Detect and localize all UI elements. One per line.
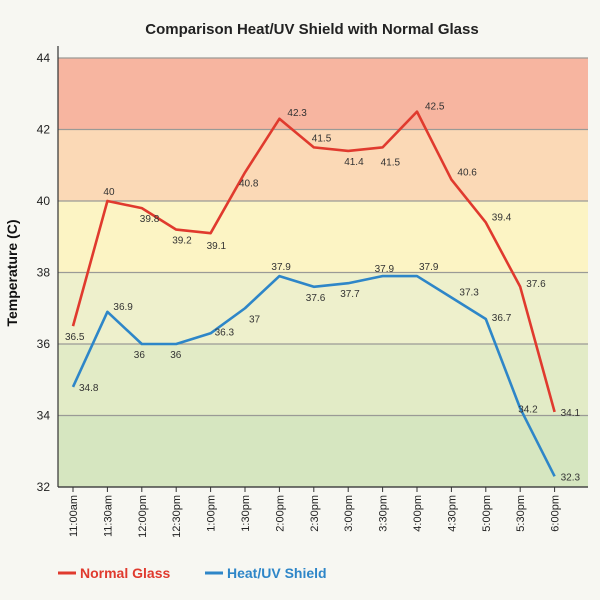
data-label: 39.8	[140, 214, 160, 225]
x-tick-label: 5:30pm	[515, 495, 527, 532]
data-label: 41.4	[344, 157, 364, 168]
axes	[57, 46, 588, 488]
data-label: 34.8	[79, 383, 99, 394]
x-tick-label: 2:00pm	[274, 495, 286, 532]
x-tick-label: 12:00pm	[137, 495, 149, 538]
band-5	[58, 415, 588, 487]
data-label: 32.3	[561, 472, 581, 483]
x-tick-label: 1:30pm	[240, 495, 252, 532]
y-tick-label: 32	[37, 480, 51, 494]
x-tick-label: 4:00pm	[412, 495, 424, 532]
data-label: 36	[170, 350, 182, 361]
data-label: 37.6	[526, 279, 546, 290]
data-label: 36.9	[113, 302, 133, 313]
x-tick-label: 11:00am	[68, 495, 80, 537]
data-labels: 36.5 40 39.8 39.2 39.1 40.8 42.3 41.5 41.4 41.5 42…	[65, 102, 581, 484]
data-label: 40.8	[239, 178, 259, 189]
y-tick-label: 34	[37, 409, 51, 423]
background-bands	[58, 58, 588, 487]
data-label: 36.3	[215, 327, 235, 338]
data-label: 34.2	[518, 404, 538, 415]
data-label: 40.6	[457, 168, 477, 179]
y-tick-label: 42	[37, 123, 51, 137]
y-axis-label: Temperature (C)	[4, 219, 20, 326]
data-label: 37.9	[375, 264, 395, 275]
series-line-0	[71, 110, 556, 413]
data-label: 36.7	[492, 313, 512, 324]
x-tick-label: 3:30pm	[378, 495, 390, 532]
x-tick-label: 2:30pm	[309, 495, 321, 532]
legend: Normal Glass Heat/UV Shield	[58, 565, 327, 581]
data-label: 39.4	[492, 212, 512, 223]
band-2	[58, 201, 588, 273]
series-line-1	[71, 274, 556, 477]
x-tick-label: 11:30am	[102, 495, 114, 537]
data-label: 39.1	[207, 241, 227, 252]
data-label: 37.7	[340, 289, 360, 300]
y-tick-label: 38	[37, 266, 51, 280]
data-label: 34.1	[561, 408, 581, 419]
data-label: 37.9	[271, 262, 291, 273]
x-tick-label: 3:00pm	[343, 495, 355, 532]
chart-title: Comparison Heat/UV Shield with Normal Gl…	[145, 21, 478, 38]
x-tick-label: 1:00pm	[206, 495, 218, 532]
data-label: 37.3	[459, 288, 479, 299]
x-tick-labels: 11:00am 11:30am 12:00pm 12:30pm 1:00pm 1:30pm…	[68, 487, 562, 538]
series-lines	[71, 110, 556, 477]
x-tick-label: 4:30pm	[446, 495, 458, 532]
data-label: 37	[249, 314, 261, 325]
data-label: 37.6	[306, 293, 326, 304]
band-1	[58, 129, 588, 201]
y-tick-label: 36	[37, 337, 51, 351]
y-tick-label: 40	[37, 194, 51, 208]
data-label: 42.3	[287, 108, 307, 119]
y-tick-label: 44	[37, 51, 51, 65]
legend-label-0: Normal Glass	[80, 565, 170, 581]
band-0	[58, 58, 588, 130]
data-label: 39.2	[172, 236, 192, 247]
y-tick-labels: 32 34 36 38 40 42 44	[37, 51, 51, 494]
x-tick-label: 6:00pm	[550, 495, 562, 532]
x-tick-label: 5:00pm	[481, 495, 493, 532]
data-label: 40	[103, 187, 115, 198]
data-label: 42.5	[425, 102, 445, 113]
legend-label-1: Heat/UV Shield	[227, 565, 327, 581]
data-label: 36	[134, 350, 146, 361]
x-tick-label: 12:30pm	[171, 495, 183, 538]
data-label: 36.5	[65, 332, 85, 343]
band-3	[58, 272, 588, 344]
data-label: 41.5	[381, 157, 401, 168]
data-label: 41.5	[312, 133, 332, 144]
data-label: 37.9	[419, 262, 439, 273]
